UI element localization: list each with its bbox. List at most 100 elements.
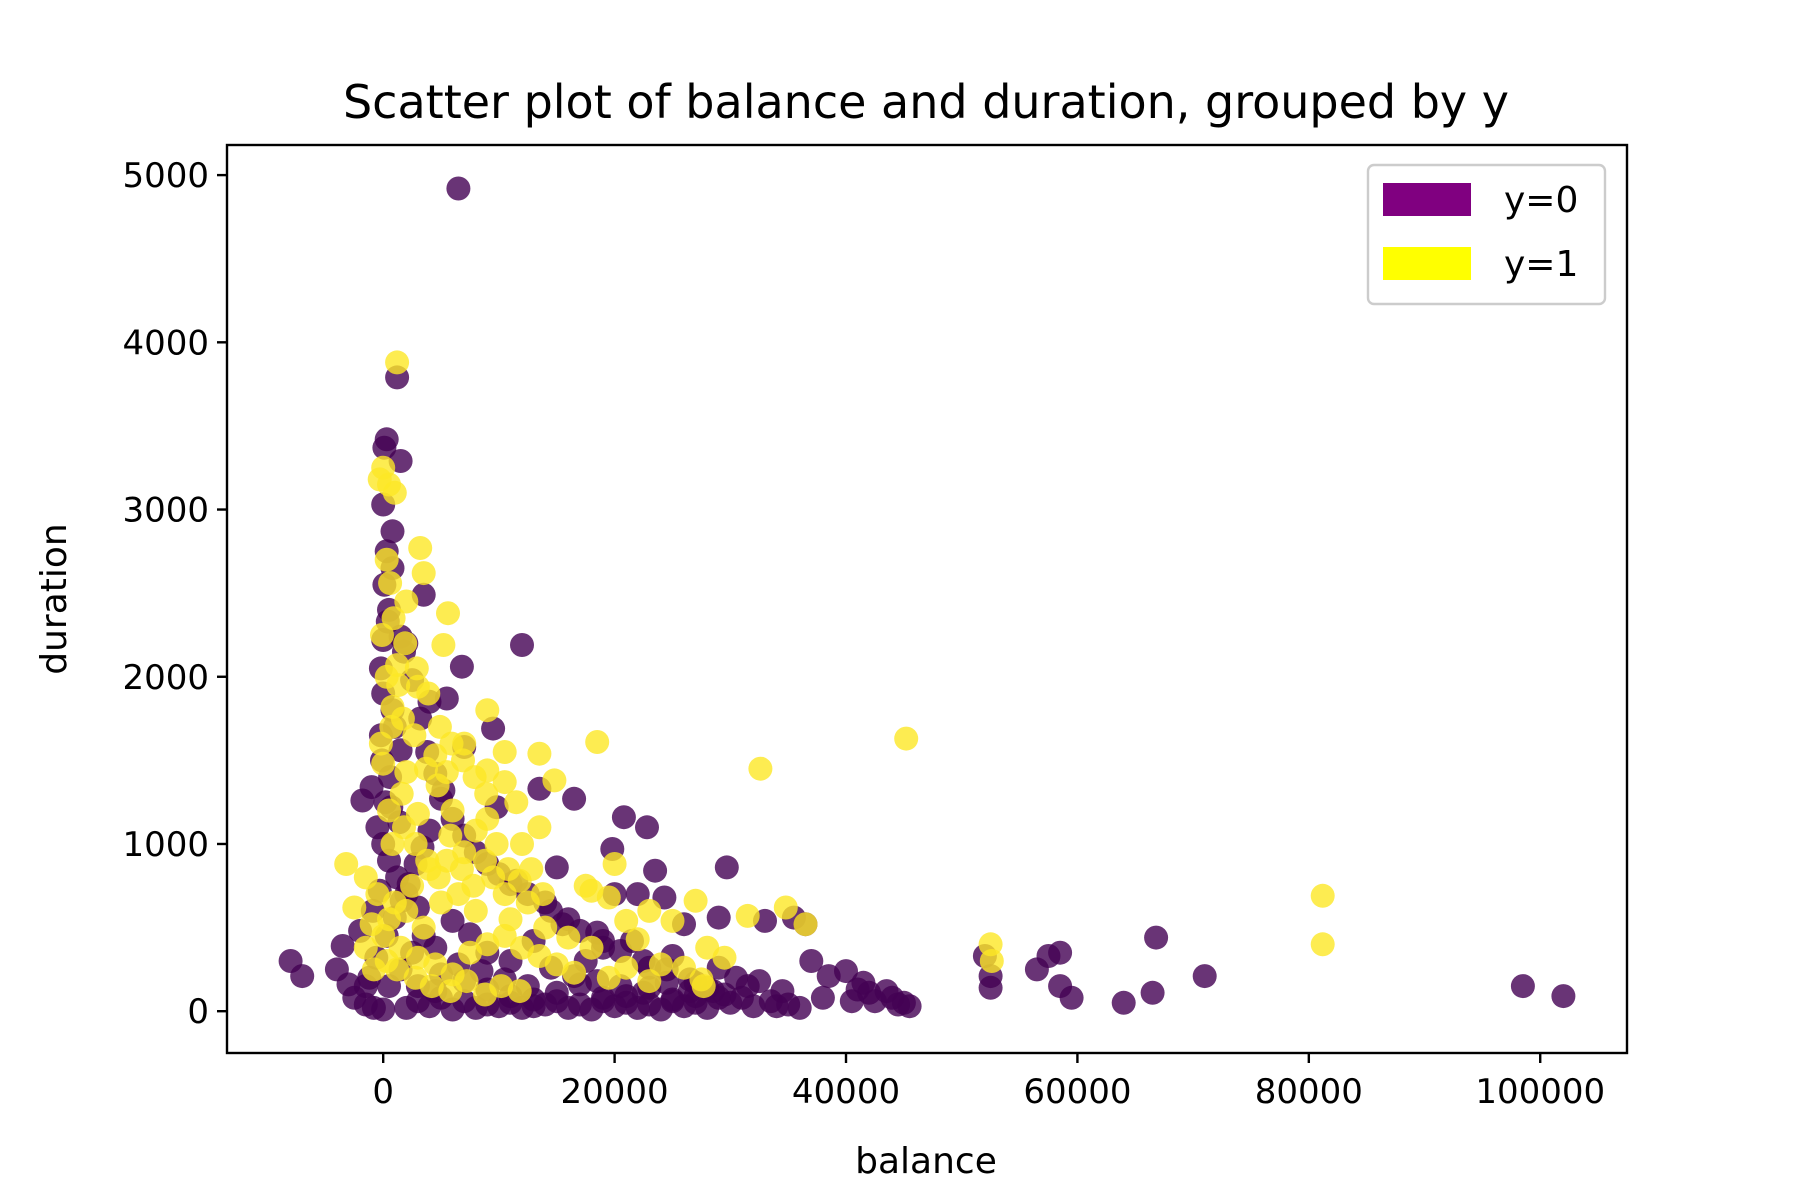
point-y1 xyxy=(498,907,523,932)
point-y0 xyxy=(290,964,315,989)
point-y0 xyxy=(1111,990,1136,1015)
point-y1 xyxy=(979,949,1004,973)
point-y1 xyxy=(415,848,440,873)
point-y1 xyxy=(436,601,460,626)
point-y0 xyxy=(886,992,911,1017)
point-y1 xyxy=(414,756,438,781)
point-y1 xyxy=(614,908,639,933)
point-y1 xyxy=(712,945,737,970)
point-y0 xyxy=(544,989,569,1014)
point-y0 xyxy=(1059,985,1084,1010)
point-y1 xyxy=(533,915,558,940)
point-y0 xyxy=(637,992,662,1017)
point-y1 xyxy=(378,571,403,596)
y-tick-label: 0 xyxy=(187,992,209,1032)
point-y1 xyxy=(411,561,436,586)
point-y0 xyxy=(521,994,546,1019)
point-y0 xyxy=(591,985,615,1010)
point-y0 xyxy=(481,716,506,741)
point-y1 xyxy=(894,726,919,751)
point-y1 xyxy=(411,915,436,940)
point-y1 xyxy=(440,798,465,823)
legend-label-y1: y=1 xyxy=(1504,244,1578,285)
point-y1 xyxy=(449,857,474,882)
point-y1 xyxy=(463,818,488,843)
point-y0 xyxy=(1192,964,1217,989)
point-y1 xyxy=(389,781,414,806)
point-y1 xyxy=(380,832,405,856)
point-y1 xyxy=(691,974,716,999)
point-y1 xyxy=(427,714,452,739)
point-y0 xyxy=(747,969,772,994)
y-axis-label: duration xyxy=(34,523,75,675)
point-y1 xyxy=(334,852,359,876)
legend: y=0 y=1 xyxy=(1366,163,1607,306)
point-y1 xyxy=(463,898,488,923)
point-y1 xyxy=(374,547,399,572)
point-y1 xyxy=(614,955,639,980)
point-y0 xyxy=(1144,925,1169,950)
point-y0 xyxy=(449,654,474,679)
point-y1 xyxy=(439,731,464,756)
point-y1 xyxy=(392,815,416,840)
point-y1 xyxy=(394,898,419,923)
point-y1 xyxy=(562,960,587,985)
point-y0 xyxy=(510,633,534,657)
point-y1 xyxy=(484,832,509,856)
point-y1 xyxy=(579,878,604,903)
point-y1 xyxy=(353,935,378,960)
point-y0 xyxy=(405,989,430,1014)
point-y1 xyxy=(602,852,627,876)
point-y1 xyxy=(404,656,429,681)
x-tick-label: 80000 xyxy=(1255,1072,1363,1112)
point-y0 xyxy=(365,815,390,840)
y-tick-label: 1000 xyxy=(122,825,209,865)
legend-swatch-y1 xyxy=(1383,247,1471,280)
point-y0 xyxy=(330,934,355,958)
point-y0 xyxy=(359,775,384,800)
point-y1 xyxy=(394,589,419,614)
x-tick-label: 100000 xyxy=(1475,1072,1605,1112)
point-y1 xyxy=(527,815,552,840)
point-y1 xyxy=(416,681,441,706)
point-y0 xyxy=(446,176,471,201)
x-tick-label: 20000 xyxy=(561,1072,669,1112)
x-axis-label: balance xyxy=(855,1141,997,1182)
point-y1 xyxy=(367,467,392,492)
point-y1 xyxy=(474,781,499,806)
point-y1 xyxy=(371,751,396,776)
plot-frame xyxy=(225,143,1629,1055)
point-y1 xyxy=(353,865,378,890)
point-y0 xyxy=(1140,980,1165,1005)
point-y1 xyxy=(385,957,410,982)
point-y0 xyxy=(544,855,569,880)
point-y0 xyxy=(770,979,795,1004)
point-y1 xyxy=(492,740,517,764)
point-y0 xyxy=(372,435,397,460)
point-y0 xyxy=(862,989,887,1014)
points-layer xyxy=(278,176,1576,1022)
legend-swatch-y0 xyxy=(1383,183,1471,216)
point-y0 xyxy=(1048,940,1073,965)
point-y0 xyxy=(1510,974,1535,999)
y-tick-label: 4000 xyxy=(122,323,209,363)
y-tick-label: 2000 xyxy=(122,658,209,698)
point-y1 xyxy=(507,979,532,1004)
point-y1 xyxy=(431,633,456,657)
point-y0 xyxy=(440,908,465,933)
point-y1 xyxy=(451,748,475,773)
point-y0 xyxy=(1551,984,1576,1009)
point-y0 xyxy=(845,977,870,1002)
point-y1 xyxy=(1310,883,1335,908)
point-y1 xyxy=(504,790,529,815)
point-y1 xyxy=(461,873,486,898)
point-y1 xyxy=(386,673,411,698)
point-y0 xyxy=(635,815,659,840)
x-tick-label: 40000 xyxy=(792,1072,900,1112)
point-y1 xyxy=(579,935,604,960)
point-y1 xyxy=(519,857,544,882)
point-y0 xyxy=(611,805,636,830)
point-y0 xyxy=(799,949,824,973)
point-y1 xyxy=(403,832,428,856)
